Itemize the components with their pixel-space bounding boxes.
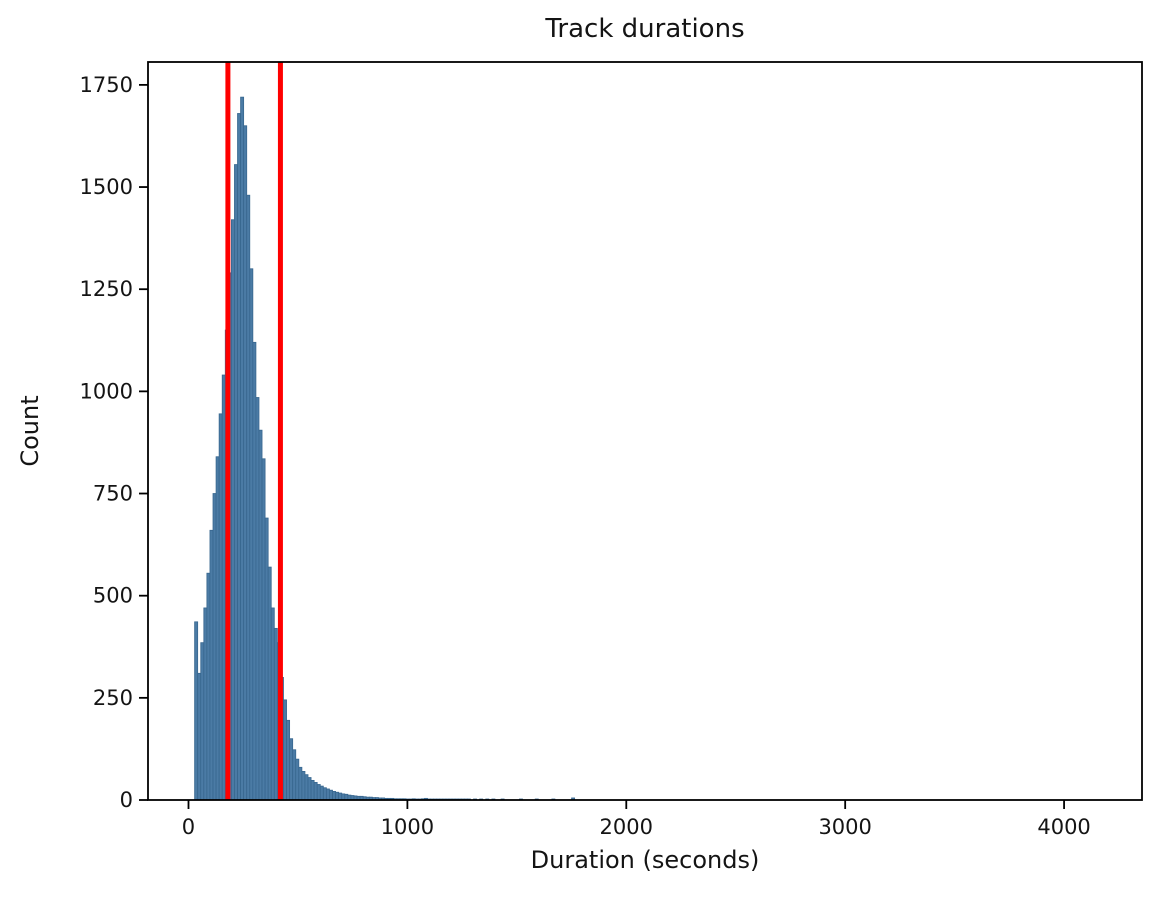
histogram-bar [206, 572, 211, 801]
histogram-bar [341, 793, 346, 801]
x-axis-label: Duration (seconds) [530, 846, 760, 874]
y-tick-label: 750 [93, 482, 133, 506]
histogram-bar [332, 791, 336, 801]
axes [147, 61, 1143, 801]
x-tick-label: 2000 [600, 815, 653, 839]
histogram-bar [243, 125, 248, 801]
x-tick-label: 0 [182, 815, 195, 839]
y-tick-label: 500 [93, 584, 133, 608]
histogram-bar [289, 738, 294, 801]
y-tick-label: 250 [93, 686, 133, 710]
histogram-bar [298, 766, 303, 801]
histogram-bar [221, 374, 226, 801]
histogram-bar [304, 774, 309, 801]
histogram-bar [258, 429, 263, 801]
histogram-bar [197, 672, 202, 801]
histogram-bar [267, 566, 272, 801]
histogram-bar [252, 341, 257, 801]
histogram-bar [335, 791, 340, 801]
x-tick-label: 3000 [818, 815, 871, 839]
histogram-bar [209, 529, 214, 801]
histogram-bar [295, 758, 300, 801]
y-tick-label: 1000 [80, 379, 133, 403]
histogram-bar [286, 719, 291, 801]
histogram-bar [329, 789, 333, 801]
histogram-bar [310, 779, 315, 801]
histogram-bar [273, 627, 278, 801]
y-tick-label: 1500 [80, 175, 133, 199]
histogram-bar [301, 771, 306, 801]
histogram-bar [218, 413, 223, 801]
histogram-bar [194, 621, 199, 801]
plot-border [147, 61, 1143, 801]
x-tick-label: 1000 [381, 815, 434, 839]
histogram-bar [319, 785, 324, 801]
histogram-bar [316, 784, 321, 801]
histogram-bar [234, 164, 238, 801]
y-tick-label: 1250 [80, 277, 133, 301]
histogram-bar [261, 458, 266, 801]
histogram-bar [249, 268, 254, 801]
tick-marks-and-labels: 0 1000 2000 3000 4000 0 250 500 750 1000 1250 1500 1… [80, 73, 1091, 839]
x-tick-label: 4000 [1037, 815, 1090, 839]
histogram-bar [240, 96, 245, 801]
threshold-lines [225, 62, 283, 800]
histogram-bar [237, 113, 241, 801]
chart-title: Track durations [545, 14, 745, 44]
histogram-bar [313, 782, 318, 801]
histogram-bar [230, 219, 235, 801]
histogram-bar [338, 792, 343, 801]
histogram-bar [215, 456, 220, 801]
histogram-bar [270, 607, 275, 801]
y-axis-label: Count [16, 395, 44, 467]
histogram-bar [292, 749, 297, 801]
histogram-bar [255, 397, 260, 801]
histogram-bar [212, 493, 217, 801]
y-tick-label: 0 [120, 788, 133, 812]
histogram-bar [264, 517, 269, 801]
histogram-bar [307, 777, 312, 801]
histogram-bar [322, 787, 327, 801]
histogram-bar [246, 194, 251, 801]
histogram-bar [203, 607, 208, 801]
histogram-bar [200, 642, 205, 801]
histogram-bar [325, 788, 330, 801]
y-tick-label: 1750 [80, 73, 133, 97]
histogram-bars [194, 96, 576, 801]
histogram-bar [283, 699, 287, 801]
